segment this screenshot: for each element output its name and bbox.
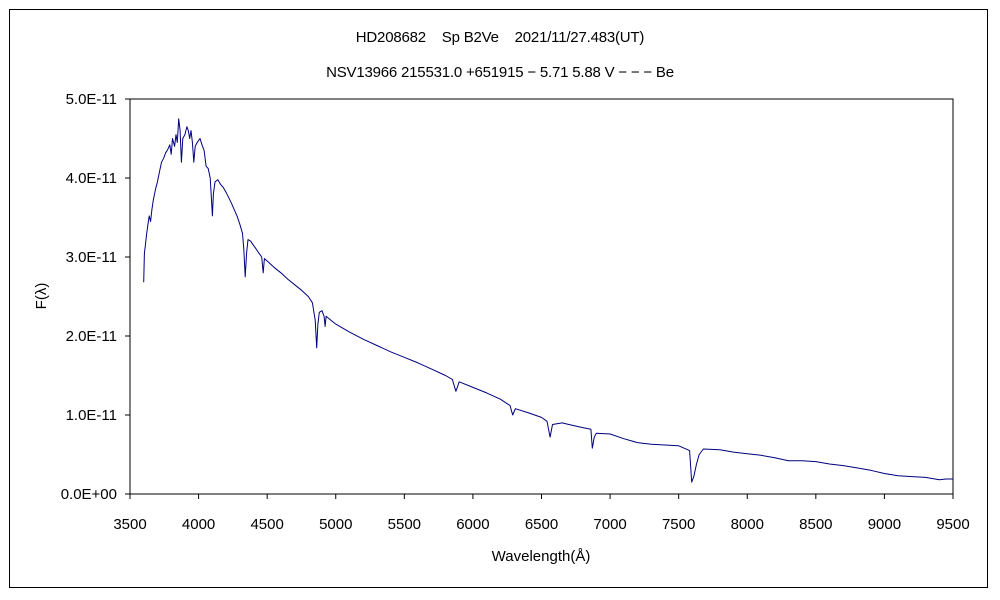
- y-tick-label: 0.0E+00: [61, 486, 117, 503]
- x-tick-label: 3500: [113, 516, 146, 533]
- y-tick-label: 5.0E-11: [66, 91, 117, 108]
- y-axis-label: F(λ): [33, 283, 50, 310]
- chart-title: HD208682 Sp B2Ve 2021/11/27.483(UT): [355, 29, 645, 46]
- x-tick-label: 6000: [456, 516, 489, 533]
- x-tick-label: 4500: [250, 516, 283, 533]
- x-tick-label: 8500: [799, 516, 832, 533]
- x-tick-label: 7000: [593, 516, 626, 533]
- x-tick-label: 8000: [731, 516, 764, 533]
- x-tick-label: 9500: [936, 516, 969, 533]
- chart-subtitle: NSV13966 215531.0 +651915 − 5.71 5.88 V …: [326, 64, 674, 81]
- x-axis-label: Wavelength(Å): [492, 548, 591, 565]
- x-tick-label: 6500: [525, 516, 558, 533]
- plot-area: [129, 98, 954, 495]
- x-tick-label: 9000: [868, 516, 901, 533]
- x-axis: 3500 4000 4500 5000 5500 6000 6500 7000 7500 8000…: [113, 494, 970, 533]
- x-tick-label: 7500: [662, 516, 695, 533]
- y-tick-label: 3.0E-11: [66, 249, 117, 266]
- y-axis: 0.0E+00 1.0E-11 2.0E-11 3.0E-11 4.0E-11 5.0E-…: [61, 91, 130, 503]
- x-tick-label: 5000: [319, 516, 352, 533]
- y-tick-label: 1.0E-11: [66, 407, 117, 424]
- y-tick-label: 2.0E-11: [66, 328, 117, 345]
- series-layer: [143, 118, 953, 483]
- y-tick-label: 4.0E-11: [66, 170, 117, 187]
- x-tick-label: 4000: [182, 516, 215, 533]
- x-tick-label: 5500: [388, 516, 421, 533]
- spectrum-line: [143, 118, 953, 483]
